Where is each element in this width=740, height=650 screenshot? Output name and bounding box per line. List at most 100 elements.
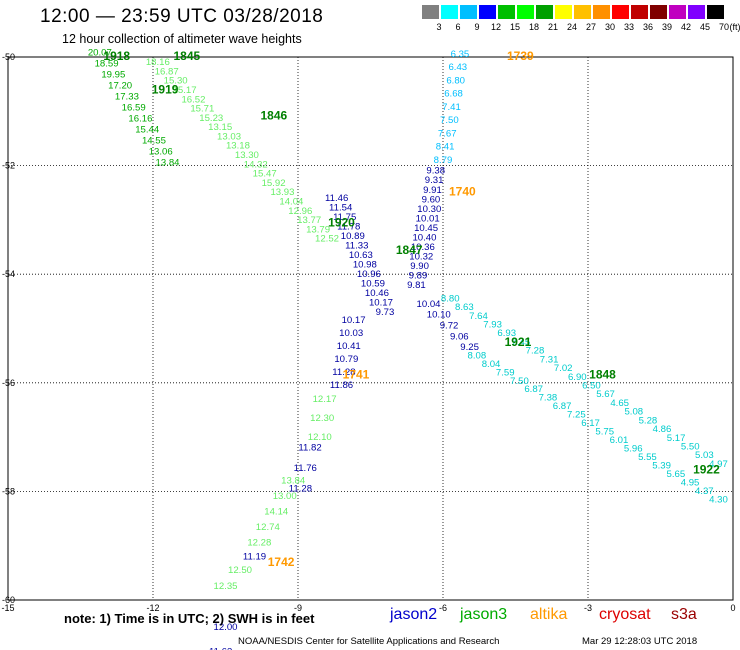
wave-height-label: 5.67 (596, 389, 615, 400)
wave-height-label: 6.87 (524, 384, 543, 395)
colorbar-label: 36 (642, 22, 653, 32)
wave-height-label: 10.40 (412, 232, 436, 243)
colorbar-label: 45 (699, 22, 710, 32)
wave-height-label: 5.65 (667, 469, 686, 480)
wave-height-label: 12.28 (247, 538, 271, 549)
grid-lines (7, 56, 734, 601)
wave-height-label: 13.03 (217, 131, 241, 142)
wave-height-label: 10.98 (353, 259, 377, 270)
wave-height-label: 16.87 (155, 66, 179, 77)
pass-time-label: 1739 (507, 49, 534, 63)
wave-height-label: 15.23 (199, 113, 223, 124)
colorbar-label: 3 (436, 22, 442, 32)
wave-height-label: 14.55 (142, 136, 166, 147)
wave-height-label: 5.75 (595, 427, 614, 438)
wave-height-label: 12.00 (213, 622, 237, 633)
wave-height-label: 17.20 (108, 80, 132, 91)
x-tick-label: 0 (730, 603, 735, 613)
colorbar-swatch (441, 5, 458, 19)
wave-height-label: 9.72 (440, 321, 459, 332)
y-tick-label: -58 (2, 486, 15, 496)
wave-height-label: 13.93 (270, 187, 294, 198)
wave-height-label: 10.63 (349, 250, 373, 261)
colorbar-label: 24 (566, 22, 577, 32)
wave-height-label: 18.16 (146, 57, 170, 68)
wave-height-label: 13.77 (297, 215, 321, 226)
colorbar-swatch (650, 5, 667, 19)
wave-height-label: 9.89 (409, 270, 428, 281)
pass-time-label: 1922 (693, 463, 720, 477)
wave-height-label: 10.03 (339, 328, 363, 339)
pass-time-label: 1921 (505, 335, 532, 349)
colorbar-swatch (498, 5, 515, 19)
wave-height-label: 11.19 (243, 551, 266, 562)
wave-height-label: 15.44 (135, 125, 160, 136)
pass-time-label: 1742 (268, 555, 295, 569)
colorbar-swatch (612, 5, 629, 19)
pass-time-label: 1845 (173, 49, 200, 63)
wave-height-label: 10.04 (416, 299, 441, 310)
wave-height-label: 4.30 (709, 494, 728, 505)
wave-height-label: 16.52 (181, 94, 205, 105)
satellite-legend-s3a: s3a (671, 606, 697, 623)
wave-height-label: 10.32 (409, 251, 433, 262)
wave-height-label: 17.33 (115, 91, 139, 102)
pass-time-label: 1919 (152, 83, 179, 97)
wave-height-label: 10.96 (357, 269, 381, 280)
colorbar-label: 33 (623, 22, 634, 32)
x-tick-label: -9 (294, 603, 302, 613)
colorbar-swatch (517, 5, 534, 19)
wave-height-label: 6.90 (568, 372, 587, 383)
pass-time-label: 1918 (103, 49, 130, 63)
wave-height-label: 12.74 (256, 522, 281, 533)
x-tick-label: -3 (584, 603, 592, 613)
pass-time-label: 1848 (589, 368, 616, 382)
wave-height-label: 4.37 (695, 486, 714, 497)
wave-height-label: 6.50 (582, 381, 601, 392)
wave-height-label: 11.82 (298, 443, 321, 454)
satellite-legend-jason3: jason3 (460, 606, 508, 623)
wave-height-label: 10.89 (341, 231, 365, 242)
colorbar-swatch (555, 5, 572, 19)
colorbar-swatch (536, 5, 553, 19)
wave-height-label: 9.25 (460, 342, 479, 353)
wave-height-label: 9.73 (376, 307, 395, 318)
wave-height-label: 10.17 (369, 297, 393, 308)
wave-height-label: 11.76 (294, 463, 317, 474)
colorbar-swatch (479, 5, 496, 19)
wave-height-label: 7.59 (496, 367, 515, 378)
wave-height-label: 9.38 (426, 166, 445, 177)
colorbar-swatch (422, 5, 439, 19)
colorbar-label: 27 (585, 22, 596, 32)
colorbar-label: 15 (509, 22, 520, 32)
wave-height-label: 18.59 (95, 58, 119, 69)
wave-height-label: 15.47 (253, 169, 277, 180)
wave-height-label: 4.97 (709, 459, 728, 470)
wave-height-label: 10.30 (417, 204, 441, 215)
wave-height-label: 9.91 (423, 185, 442, 196)
wave-height-label: 12.96 (288, 206, 312, 217)
plot-frame (7, 56, 734, 601)
wave-height-label: 19.95 (101, 69, 125, 80)
wave-height-label: 6.68 (444, 89, 463, 100)
colorbar-label: 21 (547, 22, 558, 32)
wave-height-label: 15.30 (164, 76, 188, 87)
wave-height-label: 7.50 (440, 115, 459, 126)
wave-height-label: 12.30 (310, 413, 334, 424)
wave-height-label: 5.17 (667, 433, 686, 444)
wave-height-label: 13.15 (208, 122, 232, 133)
chart-subtitle: 12 hour collection of altimeter wave hei… (62, 32, 302, 46)
wave-height-label: 9.31 (425, 175, 444, 186)
wave-height-label: 9.06 (450, 331, 469, 342)
wave-height-label: 11.63 (209, 646, 232, 650)
x-tick-label: -6 (439, 603, 447, 613)
wave-height-label: 14.04 (279, 196, 304, 207)
colorbar-swatch (593, 5, 610, 19)
colorbar-label: 30 (604, 22, 615, 32)
wave-height-label: 12.35 (213, 581, 237, 592)
wave-height-label: 11.54 (329, 202, 353, 213)
colorbar-label: 70 (718, 22, 729, 32)
wave-height-label: 7.41 (442, 102, 461, 113)
wave-height-label: 5.28 (639, 415, 658, 426)
wave-height-label: 13.06 (149, 147, 173, 158)
